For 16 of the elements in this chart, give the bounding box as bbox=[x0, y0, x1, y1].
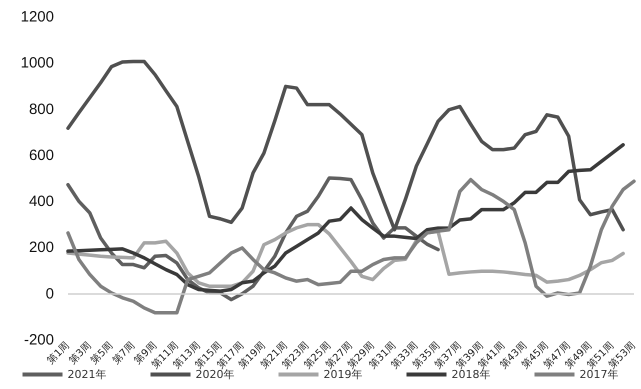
y-tick-label: 800 bbox=[28, 100, 54, 118]
legend-label: 2019年 bbox=[324, 368, 363, 381]
y-tick-label: 600 bbox=[28, 146, 54, 164]
legend-label: 2020年 bbox=[196, 368, 235, 381]
legend-label: 2018年 bbox=[451, 368, 490, 381]
y-tick-label: -200 bbox=[24, 332, 54, 348]
y-tick-label: 0 bbox=[46, 285, 54, 302]
line-series bbox=[66, 60, 625, 232]
line-series bbox=[66, 143, 625, 293]
legend-label: 2021年 bbox=[68, 368, 107, 381]
y-tick-label: 200 bbox=[28, 239, 54, 256]
line-series bbox=[66, 178, 636, 315]
legend-label: 2017年 bbox=[579, 368, 618, 381]
y-tick-label: 400 bbox=[28, 193, 54, 210]
y-tick-label: 1000 bbox=[20, 54, 54, 72]
y-tick-label: 1200 bbox=[20, 8, 54, 26]
